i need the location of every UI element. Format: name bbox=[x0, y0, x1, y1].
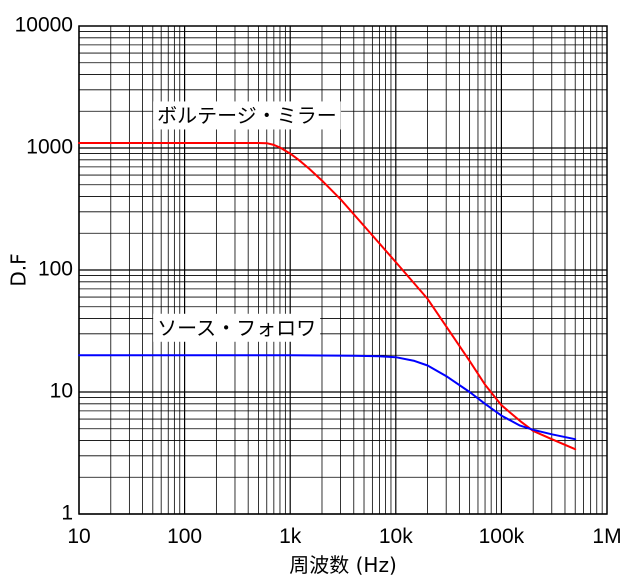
series-line-1 bbox=[78, 142, 577, 451]
series-group bbox=[78, 142, 577, 451]
plot-frame bbox=[78, 25, 608, 515]
series-label-bg-1 bbox=[153, 101, 341, 130]
y-axis-title: D.F bbox=[7, 253, 31, 286]
x-axis-title: 周波数 (Hz) bbox=[289, 553, 397, 577]
grid bbox=[78, 26, 607, 515]
y-tick-label: 1 bbox=[61, 502, 73, 525]
y-tick-label: 1000 bbox=[26, 136, 73, 159]
series-label-2: ソース・フォロワ bbox=[157, 316, 316, 340]
series-label-1: ボルテージ・ミラー bbox=[157, 103, 337, 127]
y-tick-label: 100 bbox=[38, 258, 73, 281]
y-tick-label: 10000 bbox=[15, 14, 73, 37]
series-label-bg-2 bbox=[153, 313, 321, 342]
y-tick-labels: 1 10 100 1000 10000 bbox=[15, 14, 73, 525]
series-line-2 bbox=[78, 354, 577, 441]
x-tick-label: 10k bbox=[379, 525, 413, 548]
x-tick-label: 100 bbox=[167, 525, 202, 548]
x-tick-label: 1k bbox=[279, 525, 302, 548]
y-tick-label: 10 bbox=[50, 380, 73, 403]
x-tick-label: 100k bbox=[479, 525, 525, 548]
x-tick-label: 1M bbox=[592, 525, 621, 548]
x-tick-labels: 10 100 1k 10k 100k 1M bbox=[67, 525, 621, 548]
x-tick-label: 10 bbox=[67, 525, 90, 548]
